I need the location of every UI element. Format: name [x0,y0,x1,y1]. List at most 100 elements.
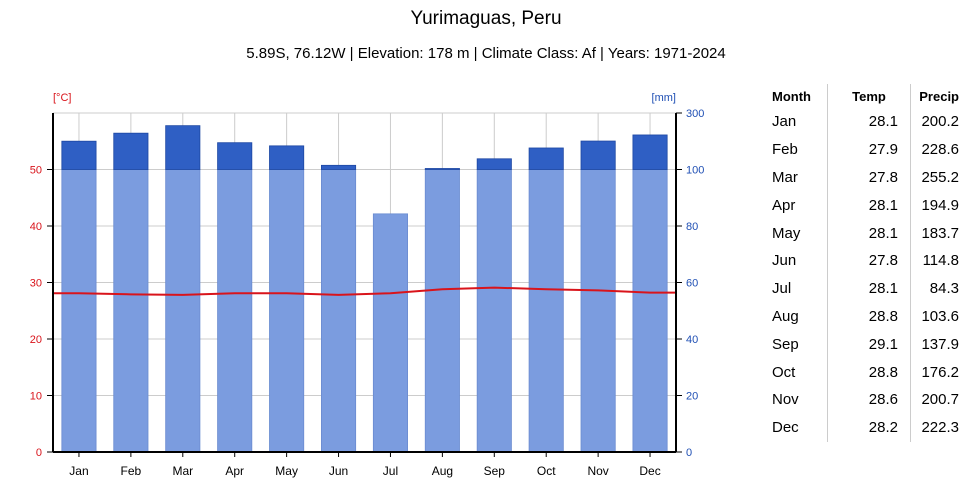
precip-bar [528,169,564,453]
precip-bar [372,213,408,453]
precip-bar [217,169,253,453]
table-row: Dec 28.2 222.3 [762,413,967,442]
table-cell-temp: 28.1 [827,274,911,303]
table-cell-precip: 176.2 [921,363,959,381]
right-tick-label: 60 [686,278,698,290]
table-cell-temp: 27.9 [827,135,911,164]
x-tick-label: Oct [537,464,556,478]
x-tick-label: Nov [587,464,608,478]
table-row: Sep 29.1 137.9 [762,330,967,359]
climate-chart: 0 10 20 30 40 50 0 20 40 60 80 100 300 Jan Feb Mar Apr Ma… [30,92,705,478]
table-row: Oct 28.8 176.2 [762,358,967,386]
table-cell-precip: 200.2 [921,113,959,131]
table-cell-temp: 28.1 [827,191,911,220]
table-cell-temp: 27.8 [827,246,911,275]
precip-bar-upper [269,145,305,170]
precip-bar [113,169,149,453]
table-row: Jul 28.1 84.3 [762,274,967,303]
precip-bar [321,169,357,453]
x-tick-label: Feb [121,464,142,478]
table-cell-precip: 183.7 [921,224,959,242]
precip-bar-upper [61,140,97,170]
precip-bar-upper [424,168,460,170]
precip-bar [269,169,305,453]
table-cell-temp: 29.1 [827,330,911,359]
table-cell-precip: 103.6 [921,307,959,325]
temperature-line [53,286,676,296]
table-cell-month: Aug [772,307,799,325]
table-cell-month: May [772,224,801,242]
x-tick-label: Sep [484,464,506,478]
right-tick-label: 80 [686,221,698,233]
table-row: Mar 27.8 255.2 [762,163,967,192]
precip-bar-upper [528,147,564,170]
precip-bar [61,169,97,453]
precip-bar-upper [476,158,512,170]
table-cell-temp: 28.8 [827,358,911,386]
table-cell-temp: 28.2 [827,413,911,442]
x-tick-label: Jul [383,464,398,478]
precip-bar [424,169,460,453]
left-tick-label: 20 [30,334,42,346]
left-axis-label: [°C] [53,92,71,104]
table-cell-month: Jun [772,252,797,270]
chart-subtitle: 5.89S, 76.12W | Elevation: 178 m | Clima… [246,45,726,62]
table-cell-month: Sep [772,335,799,353]
table-body: Jan 28.1 200.2 Feb 27.9 228.6 Mar 27.8 255.2 Apr 2… [762,108,967,442]
table-cell-month: Mar [772,168,798,186]
left-tick-label: 40 [30,221,42,233]
table-header-month: Month [772,88,811,104]
table-header-row: Month Temp Precip [762,84,967,108]
chart-title: Yurimaguas, Peru [410,8,562,29]
precip-bar-upper [217,142,253,170]
table-cell-month: Nov [772,391,799,409]
x-tick-label: May [275,464,298,478]
right-tick-label: 100 [686,165,704,177]
table-cell-precip: 84.3 [929,280,959,298]
table-cell-precip: 137.9 [921,335,959,353]
table-row: Jan 28.1 200.2 [762,108,967,136]
table-row: Apr 28.1 194.9 [762,191,967,220]
x-tick-label: Jan [69,464,88,478]
table-row: Nov 28.6 200.7 [762,385,967,414]
right-tick-label: 0 [686,447,692,459]
precip-bar-upper [321,164,357,170]
table-cell-precip: 194.9 [921,196,959,214]
table-header-temp: Temp [827,84,911,108]
table-header-precip: Precip [919,88,959,104]
precip-bar-upper [165,125,201,170]
table-cell-precip: 200.7 [921,391,959,409]
x-tick-label: Apr [225,464,244,478]
table-cell-month: Jul [772,280,792,298]
table-cell-temp: 28.8 [827,302,911,331]
precip-bar-upper [632,134,668,170]
precip-bar-upper [580,140,616,170]
table-cell-month: Apr [772,196,796,214]
table-row: Aug 28.8 103.6 [762,302,967,331]
precip-bar [165,169,201,453]
climate-table: Month Temp Precip Jan 28.1 200.2 Feb 27.9 228… [762,84,967,442]
table-cell-precip: 228.6 [921,141,959,159]
x-tick-label: Aug [432,464,453,478]
right-tick-label: 20 [686,391,698,403]
table-cell-temp: 28.1 [827,219,911,247]
precip-bar [476,169,512,453]
right-tick-label: 300 [686,108,704,120]
table-cell-month: Feb [772,141,798,159]
precip-bar [580,169,616,453]
precip-bar [632,169,668,453]
table-cell-precip: 222.3 [921,419,959,437]
left-tick-label: 0 [36,447,42,459]
table-row: Jun 27.8 114.8 [762,246,967,275]
x-tick-label: Mar [172,464,193,478]
right-axis-label: [mm] [652,92,676,104]
right-tick-label: 40 [686,334,698,346]
precip-bar-upper [113,132,149,170]
table-cell-month: Dec [772,419,799,437]
table-cell-month: Oct [772,363,796,381]
x-tick-label: Jun [329,464,348,478]
left-tick-label: 10 [30,391,42,403]
x-tick-label: Dec [639,464,660,478]
table-row: Feb 27.9 228.6 [762,135,967,164]
table-cell-precip: 255.2 [921,168,959,186]
